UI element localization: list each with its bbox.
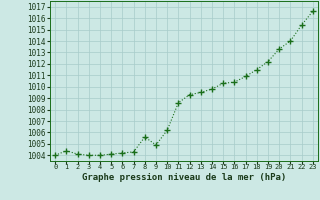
X-axis label: Graphe pression niveau de la mer (hPa): Graphe pression niveau de la mer (hPa) <box>82 173 286 182</box>
